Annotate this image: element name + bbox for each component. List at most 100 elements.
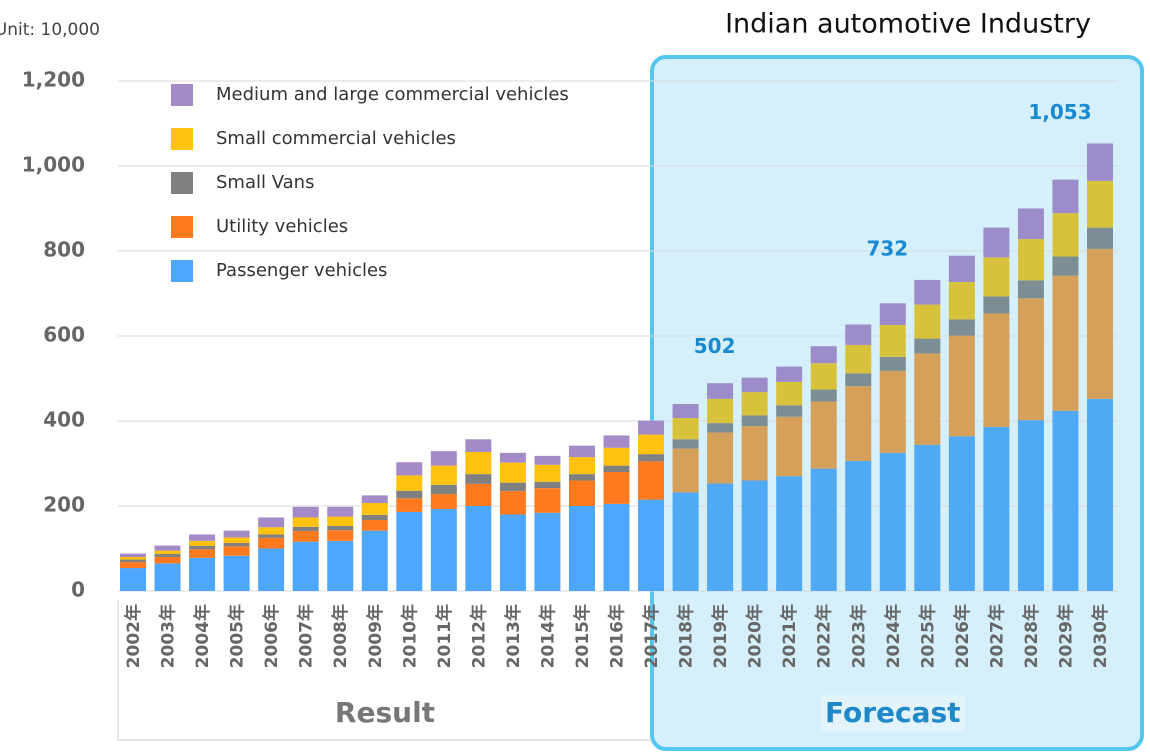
bar-segment	[603, 435, 630, 448]
bar-segment	[1087, 227, 1113, 249]
bar-segment	[776, 476, 803, 591]
bar-segment	[465, 506, 492, 591]
bar-segment	[1087, 248, 1113, 399]
bar-segment	[534, 481, 561, 489]
bar-segment	[189, 540, 216, 546]
x-tick-label: 2029年	[1055, 604, 1076, 668]
bar-segment	[672, 439, 699, 449]
bar-segment	[983, 296, 1010, 314]
x-tick-label: 2017年	[641, 604, 662, 668]
bar-segment	[983, 257, 1010, 297]
bar-segment	[638, 499, 665, 591]
x-tick-label: 2018年	[676, 604, 697, 668]
x-tick-label: 2007年	[296, 604, 317, 668]
bar-segment	[638, 461, 665, 500]
bar-segment	[361, 514, 388, 521]
bar-segment	[223, 530, 250, 538]
bar-segment	[1052, 179, 1079, 214]
bar-segment	[292, 526, 319, 532]
bar-segment	[120, 562, 146, 569]
x-tick-label: 2022年	[814, 604, 835, 668]
x-tick-label: 2030年	[1090, 604, 1111, 668]
bar-segment	[845, 386, 872, 461]
legend-swatch	[171, 84, 193, 106]
bar-segment	[120, 559, 146, 563]
bar-segment	[914, 338, 941, 354]
bar-segment	[292, 541, 319, 591]
bar-segment	[845, 344, 872, 374]
total-label: 732	[866, 236, 908, 260]
total-label: 1,053	[1028, 100, 1091, 124]
bar-segment	[189, 545, 216, 550]
x-tick-label: 2028年	[1021, 604, 1042, 668]
chart-title: Indian automotive Industry	[725, 9, 1091, 40]
bar-segment	[1087, 180, 1113, 228]
bar-segment	[672, 404, 699, 419]
bar-segment	[327, 506, 354, 517]
bar-segment	[983, 227, 1010, 258]
bar-segment	[672, 418, 699, 440]
x-tick-label: 2004年	[192, 604, 213, 668]
bar-segment	[1087, 143, 1113, 181]
bar-segment	[258, 527, 285, 535]
bar-segment	[223, 542, 250, 547]
bar-segment	[707, 398, 734, 424]
bar-segment	[327, 530, 354, 541]
bar-segment	[465, 483, 492, 506]
bar-segment	[120, 568, 146, 591]
bar-segment	[810, 363, 837, 390]
bar-segment	[568, 474, 595, 481]
bar-segment	[534, 488, 561, 513]
bar-segment	[845, 324, 872, 345]
bar-segment	[430, 451, 457, 466]
bar-segment	[707, 383, 734, 399]
bar-segment	[327, 516, 354, 526]
bar-segment	[292, 506, 319, 518]
y-tick-label: 0	[71, 578, 85, 602]
bar-segment	[948, 319, 975, 336]
bar-segment	[258, 537, 285, 549]
bar-segment	[361, 495, 388, 504]
bar-segment	[672, 448, 699, 493]
x-tick-label: 2021年	[779, 604, 800, 668]
x-tick-label: 2010年	[399, 604, 420, 668]
y-tick-label: 1,000	[22, 153, 85, 177]
bar-segment	[741, 426, 768, 481]
bar-segment	[879, 303, 906, 325]
bar-segment	[741, 392, 768, 416]
bar-segment	[707, 432, 734, 484]
bar-segment	[154, 563, 181, 591]
bar-segment	[154, 550, 181, 555]
bar-segment	[568, 457, 595, 475]
bar-segment	[603, 472, 630, 504]
bar-segment	[1087, 398, 1113, 591]
bar-segment	[914, 353, 941, 445]
x-tick-label: 2024年	[883, 604, 904, 668]
bar-segment	[154, 545, 181, 551]
group-label: Result	[335, 696, 435, 729]
bar-segment	[776, 416, 803, 477]
x-tick-label: 2020年	[745, 604, 766, 668]
bar-segment	[845, 460, 872, 591]
x-tick-label: 2006年	[261, 604, 282, 668]
bar-segment	[327, 540, 354, 591]
bar-segment	[776, 381, 803, 406]
bar-segment	[361, 520, 388, 531]
bar-segment	[120, 553, 146, 557]
bar-segment	[810, 389, 837, 402]
legend-label: Utility vehicles	[216, 216, 348, 237]
bar-segment	[741, 415, 768, 427]
group-label: Forecast	[825, 696, 961, 729]
legend-swatch	[171, 172, 193, 194]
bar-segment	[361, 530, 388, 591]
x-tick-label: 2012年	[468, 604, 489, 668]
bar-segment	[568, 506, 595, 591]
x-tick-label: 2027年	[986, 604, 1007, 668]
bar-segment	[396, 462, 423, 476]
bar-segment	[672, 492, 699, 591]
bar-segment	[534, 455, 561, 465]
x-tick-label: 2019年	[710, 604, 731, 668]
bar-segment	[879, 370, 906, 453]
legend-swatch	[171, 128, 193, 150]
bar-segment	[879, 324, 906, 357]
